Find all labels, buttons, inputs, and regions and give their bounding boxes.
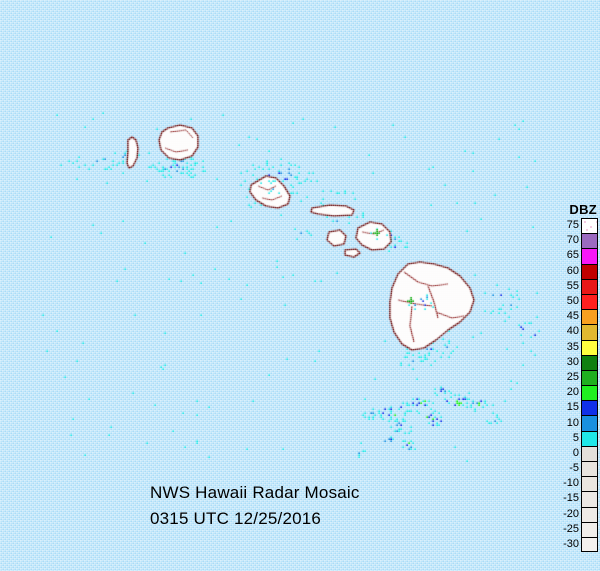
legend-row: -20 <box>560 506 598 522</box>
legend-swatch <box>581 415 598 431</box>
legend-swatch <box>581 506 598 522</box>
legend-label: 45 <box>566 310 579 323</box>
legend-row: 35 <box>560 339 598 355</box>
legend-label: -20 <box>563 507 579 520</box>
legend-swatch <box>581 309 598 325</box>
legend-label: 55 <box>566 279 579 292</box>
legend-row: 45 <box>560 309 598 325</box>
legend-swatch <box>581 491 598 507</box>
legend-row: 10 <box>560 415 598 431</box>
legend-label: 30 <box>566 355 579 368</box>
legend-swatch <box>581 385 598 401</box>
legend-row: 5 <box>560 430 598 446</box>
legend-row: 50 <box>560 293 598 310</box>
legend-label: 5 <box>572 431 579 444</box>
legend-swatch <box>581 521 598 537</box>
legend-row: 40 <box>560 324 598 340</box>
legend-title: DBZ <box>569 202 597 217</box>
legend-row: -15 <box>560 491 598 507</box>
legend-row: 55 <box>560 278 598 294</box>
legend-row: -25 <box>560 521 598 537</box>
legend-swatch <box>581 324 598 340</box>
legend-swatch <box>581 263 598 279</box>
legend-swatch <box>581 354 598 370</box>
legend-swatch <box>581 476 598 492</box>
legend-swatch <box>581 248 598 264</box>
legend-row: -10 <box>560 476 598 492</box>
legend-row: -5 <box>560 461 598 477</box>
legend-swatch <box>581 461 598 477</box>
legend-label: 10 <box>566 416 579 429</box>
legend-label: -10 <box>563 477 579 490</box>
legend-label: 0 <box>572 446 579 459</box>
legend-swatch <box>581 278 598 294</box>
legend-label: 50 <box>566 295 579 308</box>
legend-swatch <box>581 430 598 446</box>
legend-label: 35 <box>566 340 579 353</box>
legend-label: 40 <box>566 325 579 338</box>
legend-swatch <box>581 233 598 249</box>
legend-swatch <box>581 400 598 416</box>
product-title-line-1: NWS Hawaii Radar Mosaic <box>150 483 360 502</box>
legend-swatch <box>581 536 598 553</box>
legend-row: 15 <box>560 400 598 416</box>
legend-row: 75 <box>560 218 598 234</box>
legend-row: 25 <box>560 369 598 386</box>
legend-label: 70 <box>566 234 579 247</box>
legend-label: -30 <box>563 538 579 551</box>
legend-swatch <box>581 445 598 461</box>
legend-row: 60 <box>560 263 598 279</box>
legend-row: 0 <box>560 445 598 461</box>
legend-swatch <box>581 369 598 386</box>
legend-label: -15 <box>563 492 579 505</box>
legend-row: 30 <box>560 354 598 370</box>
legend-swatch <box>581 218 598 234</box>
legend-label: 65 <box>566 249 579 262</box>
legend-label: 20 <box>566 386 579 399</box>
legend-row: 65 <box>560 248 598 264</box>
legend-swatch <box>581 339 598 355</box>
legend-row: 70 <box>560 233 598 249</box>
legend-row: -30 <box>560 536 598 553</box>
dbz-color-legend: DBZ 75 70 65 60 55 50 45 40 35 30 25 20 15 10 5 0 -5 -10-… <box>560 202 598 553</box>
product-timestamp-line: 0315 UTC 12/25/2016 <box>150 509 322 528</box>
legend-label: 75 <box>566 219 579 232</box>
legend-label: 60 <box>566 264 579 277</box>
product-title-block: NWS Hawaii Radar Mosaic 0315 UTC 12/25/2… <box>150 480 360 532</box>
legend-label: -5 <box>569 462 579 475</box>
legend-label: 15 <box>566 401 579 414</box>
legend-label: 25 <box>566 370 579 383</box>
legend-scale: 75 70 65 60 55 50 45 40 35 30 25 20 15 10 5 0 -5 -10 -15 -2… <box>560 218 598 553</box>
legend-row: 20 <box>560 385 598 401</box>
legend-swatch <box>581 293 598 310</box>
legend-label: -25 <box>563 522 579 535</box>
